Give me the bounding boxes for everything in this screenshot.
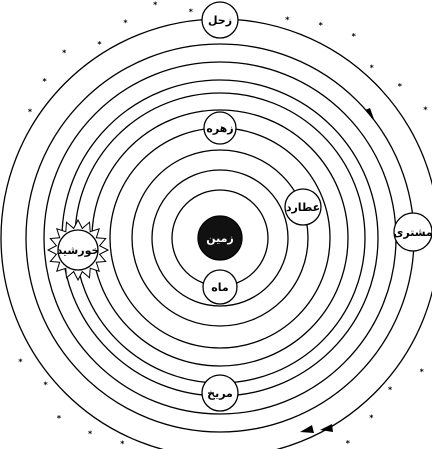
- body-circle: [203, 111, 237, 145]
- star: *: [97, 40, 102, 49]
- star: *: [43, 380, 48, 389]
- star: *: [423, 106, 428, 115]
- star: *: [352, 32, 357, 41]
- celestial-body: خورشید: [46, 218, 110, 282]
- star: *: [189, 7, 194, 16]
- arrow: [320, 424, 333, 432]
- body-label: عطارد: [286, 201, 320, 214]
- body-circle: [57, 229, 99, 271]
- star: *: [319, 21, 324, 30]
- star: *: [369, 413, 374, 422]
- body-circle: [393, 212, 432, 252]
- body-label: زمین: [206, 232, 234, 245]
- star: *: [120, 440, 125, 449]
- celestial-body: عطارد: [284, 188, 322, 226]
- body-circle: [197, 215, 243, 261]
- body-circle: [202, 269, 238, 305]
- star: *: [18, 358, 23, 367]
- orbit: [131, 149, 309, 327]
- celestial-body: مریخ: [201, 374, 239, 412]
- arrow: [300, 425, 314, 433]
- body-label: زهره: [206, 122, 233, 135]
- star: *: [28, 107, 33, 116]
- star: *: [370, 63, 375, 72]
- star: *: [153, 0, 158, 9]
- star: *: [285, 16, 290, 25]
- body-label: زحل: [208, 14, 232, 27]
- celestial-body: زهره: [203, 111, 237, 145]
- star: *: [62, 48, 67, 57]
- body-label: مریخ: [207, 387, 233, 400]
- body-label: خورشید: [57, 244, 100, 257]
- star: *: [43, 77, 48, 86]
- star: *: [123, 18, 128, 27]
- body-circle: [284, 188, 322, 226]
- celestial-body: زمین: [197, 215, 243, 261]
- star: *: [57, 414, 62, 423]
- celestial-body: زحل: [201, 1, 239, 39]
- arrow: [365, 108, 375, 122]
- star: *: [388, 385, 393, 394]
- body-label: ماه: [211, 281, 228, 294]
- body-label: مشتری: [393, 226, 432, 239]
- body-circle: [201, 1, 239, 39]
- body-circle: [201, 374, 239, 412]
- star: *: [420, 367, 425, 376]
- celestial-body: ماه: [202, 269, 238, 305]
- star: *: [346, 439, 351, 448]
- stars: * * * * * * * * * * * * * * * * * * * * * *: [18, 0, 428, 448]
- star: *: [398, 82, 403, 91]
- orbit: [151, 169, 289, 307]
- celestial-body: مشتری: [393, 212, 432, 252]
- star: *: [88, 429, 93, 438]
